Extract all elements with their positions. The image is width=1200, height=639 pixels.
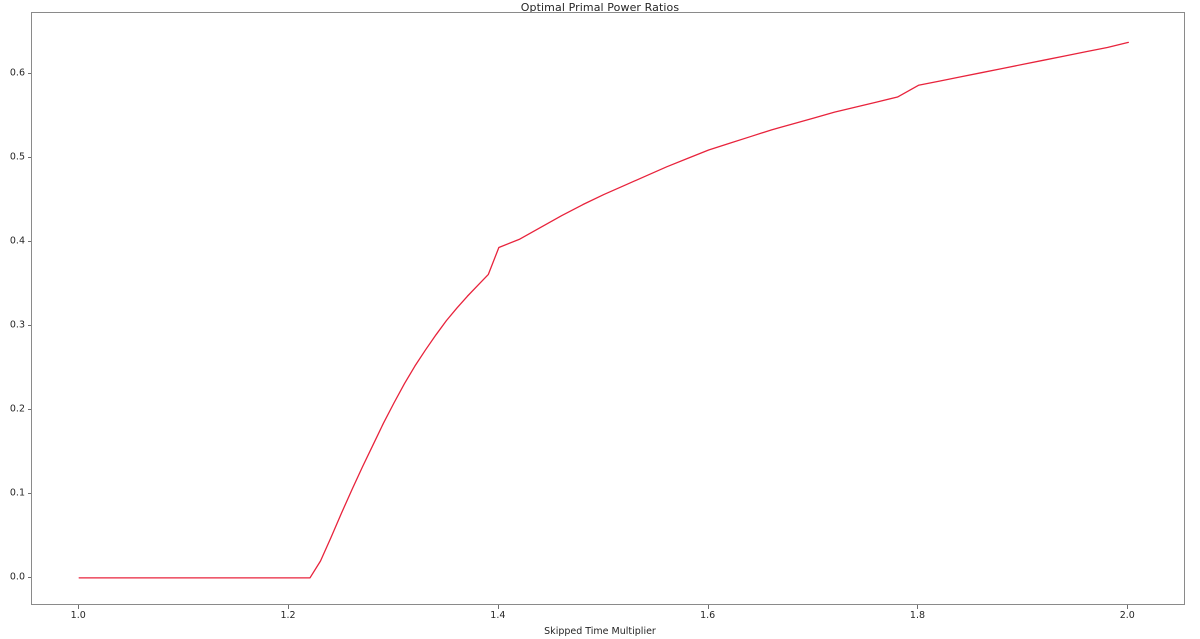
y-tick-label: 0.6	[9, 67, 25, 79]
x-tick-label: 1.6	[700, 610, 716, 621]
y-tick-mark	[27, 576, 31, 578]
x-tick-mark	[1127, 605, 1129, 609]
chart-canvas	[78, 41, 1129, 579]
y-tick-label: 0.2	[9, 403, 25, 415]
y-tick-label: 0.5	[9, 151, 25, 163]
x-tick-mark	[288, 605, 290, 609]
x-tick-label: 2.0	[1119, 610, 1135, 621]
chart-title: Optimal Primal Power Ratios	[520, 1, 680, 14]
y-tick-mark	[27, 72, 31, 74]
x-tick-mark	[707, 605, 709, 609]
x-tick-label: 1.0	[70, 610, 86, 621]
y-tick-mark	[27, 408, 31, 410]
y-tick-mark	[27, 240, 31, 242]
y-tick-label: 0.1	[9, 487, 25, 499]
y-tick-label: 0.0	[9, 571, 25, 583]
x-tick-label: 1.4	[490, 610, 506, 621]
plot-area	[31, 12, 1185, 605]
x-tick-mark	[917, 605, 919, 609]
x-tick-label: 1.8	[909, 610, 926, 621]
y-tick-mark	[27, 492, 31, 494]
y-tick-label: 0.3	[9, 319, 25, 331]
x-tick-mark	[78, 605, 80, 609]
x-tick-label: 1.2	[280, 610, 296, 621]
data-series-line	[78, 41, 1129, 579]
y-tick-label: 0.4	[9, 235, 25, 247]
y-tick-mark	[27, 324, 31, 326]
x-tick-mark	[497, 605, 499, 609]
y-tick-mark	[27, 156, 31, 158]
x-axis-label: Skipped Time Multiplier	[544, 626, 656, 637]
